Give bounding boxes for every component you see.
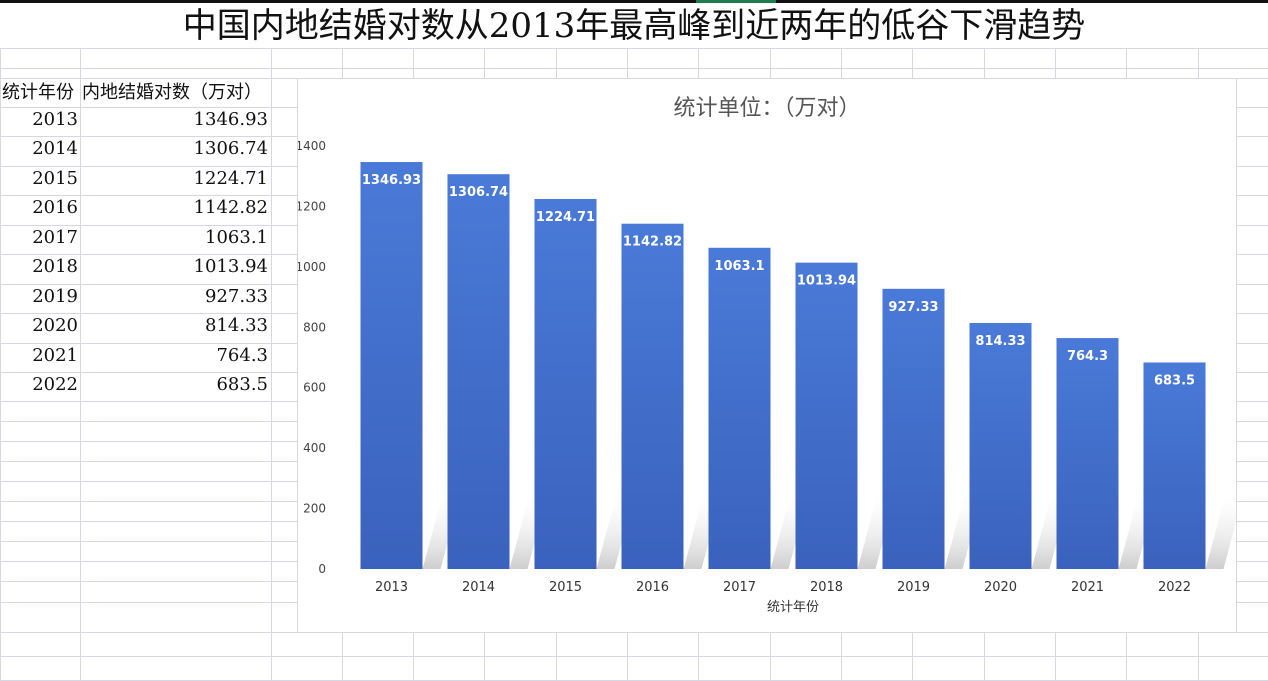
- x-axis-ticks: 2013 2014 2015 2016 2017 2018 2019 2020 2021 2022: [375, 580, 1191, 595]
- x-axis-label: 统计年份: [767, 600, 819, 615]
- bar-2022[interactable]: [1143, 362, 1206, 569]
- y-tick-label: 1400: [298, 139, 326, 153]
- x-tick-label: 2021: [1071, 580, 1104, 595]
- chart-canvas: 统计单位：（万对） 0 200 400 600 800 1000 1200 1400 2013…: [298, 96, 1236, 615]
- data-label: 1346.93: [362, 173, 421, 188]
- grid-column-line: [0, 48, 1, 680]
- bar-2016[interactable]: [621, 223, 684, 570]
- data-label: 764.3: [1067, 349, 1108, 364]
- data-labels: 1346.93 1306.74 1224.71 1142.82 1063.1 1013.9…: [362, 173, 1195, 388]
- data-label: 683.5: [1154, 373, 1195, 388]
- x-tick-label: 2013: [375, 580, 408, 595]
- y-tick-label: 1200: [298, 199, 326, 213]
- data-label: 927.33: [888, 300, 938, 315]
- cell-value[interactable]: 683.5: [216, 374, 268, 395]
- table-row: 2020 814.33: [0, 311, 276, 340]
- cell-year[interactable]: 2013: [32, 109, 78, 130]
- grid-row-line: [0, 68, 1268, 69]
- bar-2013[interactable]: [360, 162, 423, 569]
- data-label: 1063.1: [714, 259, 764, 274]
- cell-year[interactable]: 2014: [32, 138, 78, 159]
- cell-value[interactable]: 1306.74: [193, 138, 268, 159]
- x-tick-label: 2022: [1158, 580, 1191, 595]
- x-tick-label: 2019: [897, 580, 930, 595]
- data-label: 1013.94: [797, 274, 856, 289]
- y-tick-label: 800: [303, 320, 326, 334]
- y-axis-ticks: 0 200 400 600 800 1000 1200 1400: [298, 139, 326, 576]
- data-label: 1224.71: [536, 210, 595, 225]
- y-tick-label: 0: [318, 562, 326, 576]
- y-tick-label: 200: [303, 502, 326, 516]
- header-count[interactable]: 内地结婚对数（万对）: [82, 82, 262, 103]
- bar-2014[interactable]: [447, 174, 510, 569]
- cell-value[interactable]: 814.33: [205, 315, 268, 336]
- table-row: 2021 764.3: [0, 341, 276, 370]
- bar-chart[interactable]: 统计单位：（万对） 0 200 400 600 800 1000 1200 1400 2013…: [297, 78, 1237, 633]
- table-row: 2022 683.5: [0, 370, 276, 399]
- cell-year[interactable]: 2017: [32, 227, 78, 248]
- bar-2015[interactable]: [534, 198, 597, 569]
- cell-value[interactable]: 1142.82: [193, 197, 268, 218]
- cell-year[interactable]: 2022: [32, 374, 78, 395]
- data-label: 1306.74: [449, 185, 508, 200]
- header-year[interactable]: 统计年份: [2, 82, 74, 103]
- x-tick-label: 2016: [636, 580, 669, 595]
- bar-shadow: [1205, 486, 1236, 569]
- table-row: 2019 927.33: [0, 282, 276, 311]
- bar-2019[interactable]: [882, 288, 945, 569]
- cell-value[interactable]: 1063.1: [205, 227, 268, 248]
- grid-row-line: [0, 656, 1268, 657]
- cell-year[interactable]: 2021: [32, 345, 78, 366]
- cell-year[interactable]: 2020: [32, 315, 78, 336]
- cell-year[interactable]: 2015: [32, 168, 78, 189]
- bars: [360, 162, 1206, 570]
- x-tick-label: 2018: [810, 580, 843, 595]
- data-label: 1142.82: [623, 235, 682, 250]
- active-tab-indicator: [696, 0, 776, 3]
- cell-value[interactable]: 1013.94: [193, 256, 268, 277]
- cell-year[interactable]: 2016: [32, 197, 78, 218]
- table-header-row: 统计年份 内地结婚对数（万对）: [0, 78, 276, 107]
- x-tick-label: 2014: [462, 580, 495, 595]
- grid-column-line: [80, 48, 81, 680]
- sheet-title[interactable]: 中国内地结婚对数从2013年最高峰到近两年的低谷下滑趋势: [182, 6, 1086, 46]
- y-tick-label: 600: [303, 381, 326, 395]
- table-row: 2017 1063.1: [0, 223, 276, 252]
- bar-2018[interactable]: [795, 262, 858, 569]
- cell-value[interactable]: 927.33: [205, 286, 268, 307]
- y-tick-label: 400: [303, 441, 326, 455]
- y-tick-label: 1000: [298, 260, 326, 274]
- cell-value[interactable]: 1346.93: [193, 109, 268, 130]
- table-row: 2015 1224.71: [0, 164, 276, 193]
- cell-value[interactable]: 1224.71: [193, 168, 268, 189]
- data-label: 814.33: [975, 334, 1025, 349]
- bar-2017[interactable]: [708, 247, 771, 569]
- cell-value[interactable]: 764.3: [216, 345, 268, 366]
- x-tick-label: 2015: [549, 580, 582, 595]
- window-top-border: [0, 0, 1268, 3]
- table-row: 2013 1346.93: [0, 105, 276, 134]
- cell-year[interactable]: 2019: [32, 286, 78, 307]
- table-row: 2014 1306.74: [0, 134, 276, 163]
- chart-title: 统计单位：（万对）: [673, 96, 860, 121]
- grid-column-line: [271, 48, 272, 680]
- x-tick-label: 2020: [984, 580, 1017, 595]
- x-tick-label: 2017: [723, 580, 756, 595]
- bar-2021[interactable]: [1056, 338, 1119, 569]
- grid-row-line: [0, 48, 1268, 49]
- bar-2020[interactable]: [969, 322, 1032, 569]
- table-row: 2018 1013.94: [0, 252, 276, 281]
- table-row: 2016 1142.82: [0, 193, 276, 222]
- cell-year[interactable]: 2018: [32, 256, 78, 277]
